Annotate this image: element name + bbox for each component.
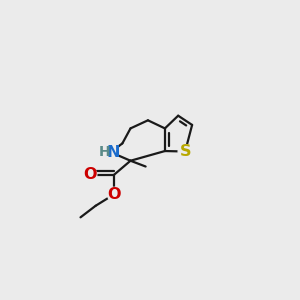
Text: H: H xyxy=(99,145,111,159)
Circle shape xyxy=(178,145,192,158)
Text: O: O xyxy=(107,187,121,202)
Circle shape xyxy=(107,187,121,201)
Text: S: S xyxy=(179,144,191,159)
Text: N: N xyxy=(107,145,120,160)
Circle shape xyxy=(103,144,119,160)
Circle shape xyxy=(83,168,97,182)
Text: O: O xyxy=(83,167,97,182)
